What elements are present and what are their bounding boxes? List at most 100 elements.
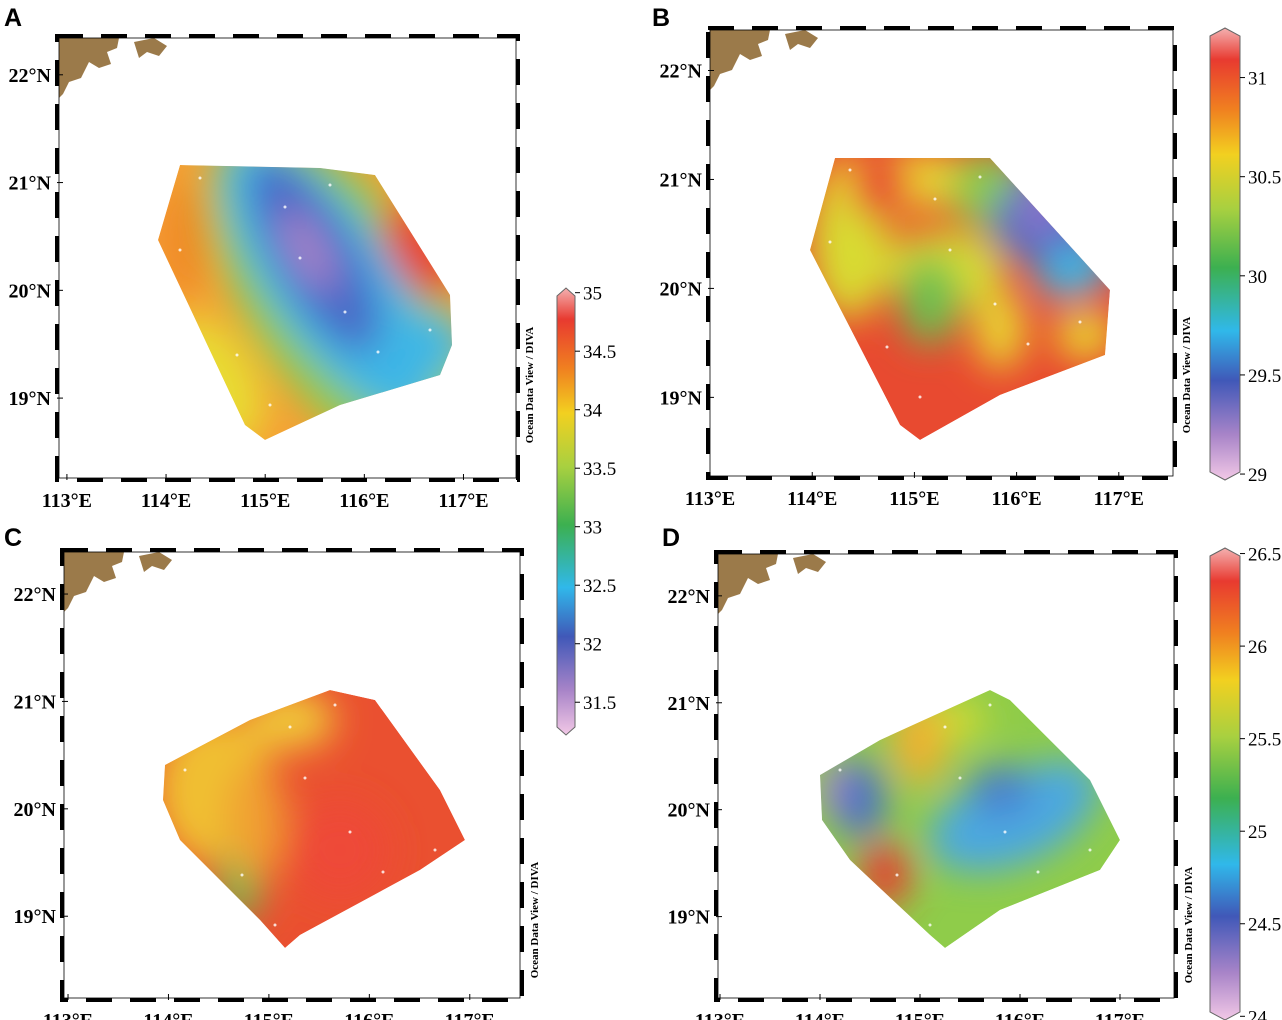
station <box>943 725 947 729</box>
station <box>933 197 937 201</box>
lon-tick-label: 115°E <box>895 1010 945 1020</box>
colorbar: 26.5 26 25.5 25 24.5 24 <box>1209 545 1281 1020</box>
panel-label: C <box>4 524 22 552</box>
field-blob <box>892 695 948 785</box>
field <box>158 165 452 440</box>
land <box>139 552 172 572</box>
field-blob <box>290 800 390 900</box>
lat-tick-label: 19°N <box>9 388 52 410</box>
field-blob <box>160 180 210 300</box>
colorbar-tick-label: 34 <box>583 401 603 422</box>
station <box>895 873 899 877</box>
station <box>268 403 272 407</box>
colorbar-tick-label: 25.5 <box>1248 730 1281 751</box>
lat-tick-label: 19°N <box>660 387 703 409</box>
station <box>978 175 982 179</box>
frame-inner <box>63 551 521 999</box>
station <box>328 183 332 187</box>
station <box>183 768 187 772</box>
station <box>993 302 997 306</box>
station <box>203 696 207 700</box>
frame-inner <box>717 553 1175 999</box>
field-blob <box>975 290 1025 370</box>
lon-tick-label: 115°E <box>240 490 290 512</box>
lat-tick-label: 19°N <box>668 907 711 929</box>
field-blob <box>375 315 452 375</box>
lon-tick-label: 115°E <box>244 1010 294 1020</box>
station <box>928 923 932 927</box>
colorbar-tick-label: 33 <box>583 518 602 539</box>
colorbar-tick-label: 34.5 <box>583 342 616 363</box>
map-panel: D 113°E 114°E 115°E 116°E 117°E 22°N 21°N 20°N 19… <box>662 524 1195 1020</box>
lon-tick-label: 114°E <box>141 490 191 512</box>
field-blob <box>280 210 336 290</box>
station <box>348 830 352 834</box>
land <box>718 554 778 614</box>
station <box>1036 870 1040 874</box>
station <box>376 350 380 354</box>
map-panel: A 113°E 114°E 115°E 116°E 117°E 22°N 21°N 20°N 19… <box>4 4 536 512</box>
field <box>163 690 465 948</box>
station <box>198 176 202 180</box>
colorbar-tick-label: 24.5 <box>1248 915 1281 936</box>
field-blob <box>900 255 960 345</box>
colorbar-tick-label: 35 <box>583 284 602 305</box>
field <box>820 690 1120 948</box>
frame-inner <box>58 37 517 479</box>
land <box>710 30 770 90</box>
field-blob <box>245 690 335 750</box>
lat-tick-label: 20°N <box>668 800 711 822</box>
colorbar: 35 34.5 34 33.5 33 32.5 32 31.5 <box>556 284 616 736</box>
lon-tick-label: 116°E <box>339 490 389 512</box>
field-blob <box>1055 310 1110 360</box>
lon-tick-label: 114°E <box>795 1010 845 1020</box>
land <box>134 38 167 58</box>
field-blob <box>970 765 1030 815</box>
frame <box>706 26 1177 480</box>
field <box>810 158 1110 440</box>
station <box>858 696 862 700</box>
colorbar-tick-label: 30.5 <box>1248 168 1281 189</box>
watermark: Ocean Data View / DIVA <box>529 862 541 979</box>
lon-tick-label: 116°E <box>344 1010 394 1020</box>
frame-inner <box>709 29 1174 477</box>
station <box>283 205 287 209</box>
lon-tick-label: 113°E <box>42 490 92 512</box>
field-blob <box>850 158 910 220</box>
colorbar-tick-label: 26.5 <box>1248 545 1281 566</box>
field-blob <box>225 760 285 880</box>
frame <box>714 550 1178 1002</box>
colorbar-tick-label: 29 <box>1248 465 1267 486</box>
watermark: Ocean Data View / DIVA <box>524 327 536 444</box>
station <box>235 353 239 357</box>
lon-tick-label: 117°E <box>1095 1010 1145 1020</box>
panel-label: B <box>652 4 670 32</box>
station <box>428 328 432 332</box>
lon-tick-label: 115°E <box>889 488 939 510</box>
station <box>1088 848 1092 852</box>
map-panel: C 113°E 114°E 115°E 116°E 117°E 22°N 21°N 20°N 19… <box>4 524 541 1020</box>
colorbar-tick-label: 29.5 <box>1248 366 1281 387</box>
station <box>885 345 889 349</box>
lat-tick-label: 20°N <box>14 799 57 821</box>
colorbar: 31 30.5 30 29.5 29 <box>1209 27 1281 486</box>
lon-tick-label: 114°E <box>787 488 837 510</box>
frame <box>60 548 524 1002</box>
lat-tick-label: 22°N <box>668 586 711 608</box>
colorbar-tick-label: 25 <box>1248 822 1267 843</box>
station <box>1078 320 1082 324</box>
lat-tick-label: 22°N <box>9 65 52 87</box>
station <box>918 395 922 399</box>
lat-tick-label: 20°N <box>9 280 52 302</box>
station <box>828 240 832 244</box>
lat-tick-label: 20°N <box>660 278 703 300</box>
map-panel: B 113°E 114°E 115°E 116°E 117°E 22°N 21°N 20°N 19… <box>652 4 1193 510</box>
station <box>948 248 952 252</box>
colorbar-body <box>1209 27 1241 481</box>
field-blob <box>860 843 910 907</box>
panel-label: D <box>662 524 680 552</box>
station <box>288 725 292 729</box>
station <box>988 703 992 707</box>
land <box>64 552 124 612</box>
